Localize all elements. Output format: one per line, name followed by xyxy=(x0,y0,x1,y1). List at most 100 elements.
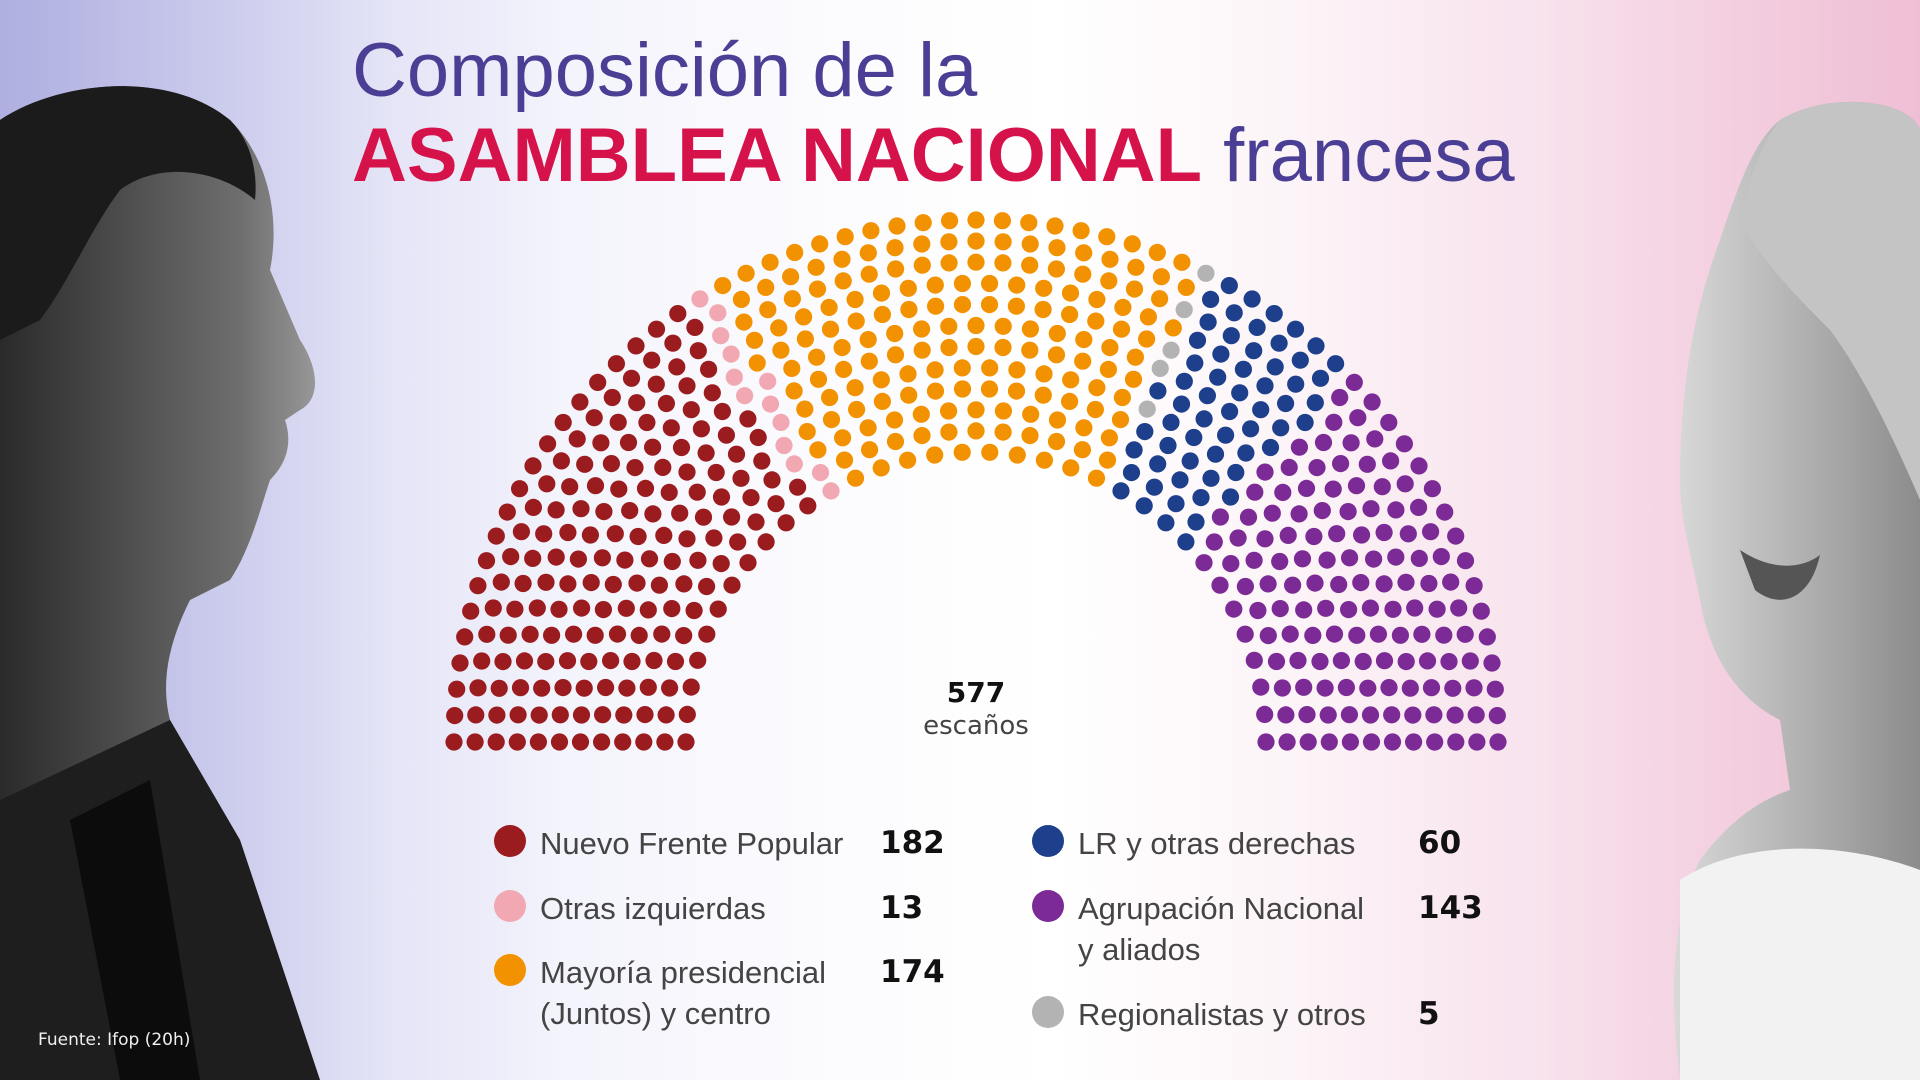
seat-regionalistas-y-otros xyxy=(1151,359,1169,377)
seat-otras-izquierdas xyxy=(785,455,803,473)
seat-agrupaci-n-nacional-y-aliados xyxy=(1271,552,1289,571)
seat-mayor-a-presidencial-juntos-y-centro xyxy=(1098,451,1117,469)
seat-agrupaci-n-nacional-y-aliados xyxy=(1256,530,1274,548)
seat-agrupaci-n-nacional-y-aliados xyxy=(1320,733,1338,751)
seat-agrupaci-n-nacional-y-aliados xyxy=(1249,601,1267,620)
seat-nuevo-frente-popular xyxy=(656,733,674,751)
seat-nuevo-frente-popular xyxy=(552,452,571,470)
seat-otras-izquierdas xyxy=(736,387,754,405)
seat-agrupaci-n-nacional-y-aliados xyxy=(1349,409,1367,427)
seat-mayor-a-presidencial-juntos-y-centro xyxy=(1075,419,1093,437)
seat-mayor-a-presidencial-juntos-y-centro xyxy=(994,317,1012,335)
seat-nuevo-frente-popular xyxy=(499,626,517,644)
seat-lr-y-otras-derechas xyxy=(1266,358,1284,376)
seat-mayor-a-presidencial-juntos-y-centro xyxy=(994,254,1012,272)
legend-label: LR y otras derechas xyxy=(1078,826,1356,861)
seat-nuevo-frente-popular xyxy=(707,463,725,482)
seat-mayor-a-presidencial-juntos-y-centro xyxy=(900,386,918,404)
seat-nuevo-frente-popular xyxy=(537,653,555,671)
seat-agrupaci-n-nacional-y-aliados xyxy=(1361,706,1380,724)
seat-nuevo-frente-popular xyxy=(607,355,626,373)
seat-mayor-a-presidencial-juntos-y-centro xyxy=(953,274,972,293)
seat-agrupaci-n-nacional-y-aliados xyxy=(1245,651,1263,669)
seat-agrupaci-n-nacional-y-aliados xyxy=(1366,430,1384,448)
seat-nuevo-frente-popular xyxy=(727,445,746,463)
seat-lr-y-otras-derechas xyxy=(1272,419,1290,437)
seat-nuevo-frente-popular xyxy=(688,483,706,501)
seat-nuevo-frente-popular xyxy=(689,342,707,360)
seat-mayor-a-presidencial-juntos-y-centro xyxy=(940,423,958,441)
seat-mayor-a-presidencial-juntos-y-centro xyxy=(1061,305,1079,324)
seat-nuevo-frente-popular xyxy=(630,626,648,645)
legend-value: 143 xyxy=(1418,890,1483,926)
seat-mayor-a-presidencial-juntos-y-centro xyxy=(1164,319,1182,337)
seat-mayor-a-presidencial-juntos-y-centro xyxy=(1021,256,1039,274)
seat-nuevo-frente-popular xyxy=(678,377,696,395)
seat-mayor-a-presidencial-juntos-y-centro xyxy=(1152,268,1170,286)
seat-mayor-a-presidencial-juntos-y-centro xyxy=(796,400,814,418)
seat-nuevo-frente-popular xyxy=(666,652,685,671)
seat-agrupaci-n-nacional-y-aliados xyxy=(1284,576,1302,594)
seat-agrupaci-n-nacional-y-aliados xyxy=(1236,577,1254,596)
seat-mayor-a-presidencial-juntos-y-centro xyxy=(770,319,788,337)
seat-mayor-a-presidencial-juntos-y-centro xyxy=(1177,278,1195,296)
seat-mayor-a-presidencial-juntos-y-centro xyxy=(1112,320,1131,338)
seat-agrupaci-n-nacional-y-aliados xyxy=(1246,483,1264,501)
seat-regionalistas-y-otros xyxy=(1138,400,1156,418)
seat-nuevo-frente-popular xyxy=(742,489,760,507)
seat-nuevo-frente-popular xyxy=(678,705,696,724)
seat-mayor-a-presidencial-juntos-y-centro xyxy=(1047,260,1065,278)
seat-nuevo-frente-popular xyxy=(585,409,603,427)
seat-nuevo-frente-popular xyxy=(799,497,817,515)
seat-nuevo-frente-popular xyxy=(709,600,727,618)
seat-mayor-a-presidencial-juntos-y-centro xyxy=(859,419,877,437)
seat-nuevo-frente-popular xyxy=(617,599,635,617)
seat-mayor-a-presidencial-juntos-y-centro xyxy=(1088,290,1106,309)
seat-agrupaci-n-nacional-y-aliados xyxy=(1426,733,1444,751)
legend-swatch xyxy=(494,954,526,986)
seat-nuevo-frente-popular xyxy=(644,505,662,523)
seat-otras-izquierdas xyxy=(822,482,840,500)
seat-agrupaci-n-nacional-y-aliados xyxy=(1328,525,1346,543)
seat-mayor-a-presidencial-juntos-y-centro xyxy=(967,401,985,419)
seat-mayor-a-presidencial-juntos-y-centro xyxy=(940,233,958,251)
seat-nuevo-frente-popular xyxy=(698,577,716,596)
seat-mayor-a-presidencial-juntos-y-centro xyxy=(1048,411,1067,429)
seat-agrupaci-n-nacional-y-aliados xyxy=(1387,501,1405,519)
seat-nuevo-frente-popular xyxy=(729,533,747,551)
seat-agrupaci-n-nacional-y-aliados xyxy=(1413,625,1431,643)
title-emphasis: ASAMBLEA NACIONAL xyxy=(352,113,1203,199)
seat-mayor-a-presidencial-juntos-y-centro xyxy=(1101,339,1119,357)
seat-regionalistas-y-otros xyxy=(1197,264,1215,282)
seat-agrupaci-n-nacional-y-aliados xyxy=(1423,480,1441,498)
seat-agrupaci-n-nacional-y-aliados xyxy=(1205,533,1223,551)
legend-item-nfp: Nuevo Frente Popular 182 xyxy=(494,823,945,864)
seat-agrupaci-n-nacional-y-aliados xyxy=(1465,679,1483,697)
seat-mayor-a-presidencial-juntos-y-centro xyxy=(873,392,892,410)
seat-mayor-a-presidencial-juntos-y-centro xyxy=(872,459,890,477)
seat-agrupaci-n-nacional-y-aliados xyxy=(1369,625,1387,643)
legend-swatch xyxy=(1032,996,1064,1028)
seat-agrupaci-n-nacional-y-aliados xyxy=(1345,373,1363,391)
seat-nuevo-frente-popular xyxy=(528,599,546,617)
seat-agrupaci-n-nacional-y-aliados xyxy=(1352,574,1370,592)
seat-mayor-a-presidencial-juntos-y-centro xyxy=(808,348,826,366)
seat-nuevo-frente-popular xyxy=(538,475,556,493)
seat-nuevo-frente-popular xyxy=(593,733,611,751)
seat-nuevo-frente-popular xyxy=(589,373,607,391)
seat-agrupaci-n-nacional-y-aliados xyxy=(1383,706,1401,724)
seat-mayor-a-presidencial-juntos-y-centro xyxy=(808,280,827,298)
seat-agrupaci-n-nacional-y-aliados xyxy=(1277,706,1295,724)
seat-otras-izquierdas xyxy=(725,368,743,386)
seat-lr-y-otras-derechas xyxy=(1220,277,1238,295)
seat-lr-y-otras-derechas xyxy=(1162,413,1180,431)
seat-lr-y-otras-derechas xyxy=(1202,469,1220,487)
seat-lr-y-otras-derechas xyxy=(1125,441,1143,459)
seat-lr-y-otras-derechas xyxy=(1199,313,1217,331)
seat-nuevo-frente-popular xyxy=(647,320,666,338)
legend-label: Otras izquierdas xyxy=(540,891,766,926)
seat-lr-y-otras-derechas xyxy=(1149,382,1167,400)
seat-lr-y-otras-derechas xyxy=(1185,428,1203,447)
seat-nuevo-frente-popular xyxy=(488,706,506,724)
seat-agrupaci-n-nacional-y-aliados xyxy=(1383,733,1402,751)
